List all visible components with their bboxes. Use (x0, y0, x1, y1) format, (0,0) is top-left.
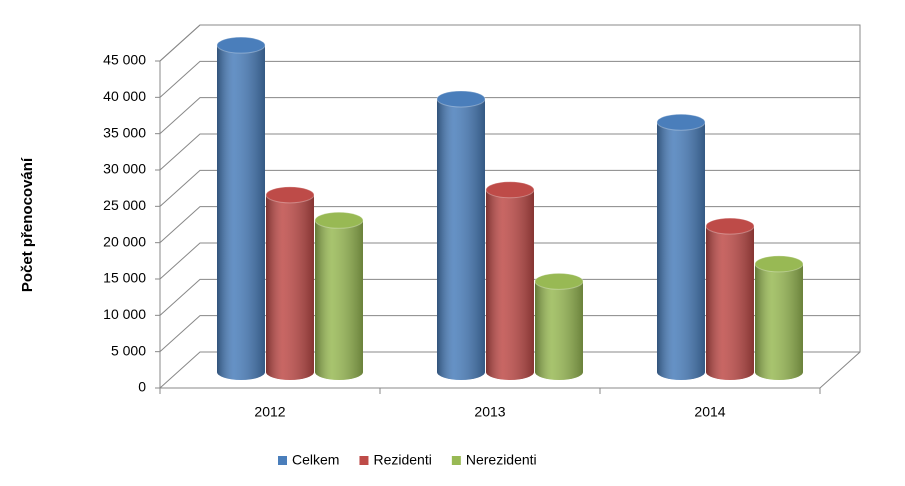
grid-line (159, 206, 860, 244)
cylinder-shade (706, 226, 754, 380)
bar (265, 186, 315, 380)
grid-line (159, 351, 860, 389)
grid-line (159, 278, 860, 316)
cylinder-top (216, 36, 266, 54)
y-tick-label: 35 000 (103, 124, 146, 140)
grid-line (159, 24, 860, 62)
y-tick-label: 15 000 (103, 270, 146, 286)
legend-swatch (359, 456, 369, 465)
cylinder-top (265, 186, 315, 204)
legend-label: Celkem (292, 452, 339, 468)
bar (705, 217, 755, 380)
cylinder-top (314, 211, 364, 229)
cylinder-top (436, 90, 486, 108)
grid-line (159, 60, 860, 98)
y-tick-label: 10 000 (103, 306, 146, 322)
y-tick-label: 30 000 (103, 161, 146, 177)
cylinder-shade (266, 194, 314, 380)
cylinder-top (754, 255, 804, 273)
x-tick-label: 2014 (694, 404, 725, 420)
y-tick-label: 5 000 (111, 342, 146, 358)
y-tick-label: 20 000 (103, 233, 146, 249)
cylinder-top (534, 272, 584, 290)
legend-swatch (451, 456, 461, 465)
x-tick-label: 2013 (474, 404, 505, 420)
y-tick-label: 25 000 (103, 197, 146, 213)
grid-line (159, 133, 860, 171)
bar (314, 211, 364, 380)
legend-label: Nerezidenti (466, 452, 537, 468)
cylinder-shade (535, 281, 583, 380)
cylinder-shade (217, 45, 265, 381)
grid-line (159, 97, 860, 135)
y-tick-label: 40 000 (103, 88, 146, 104)
grid-line (159, 315, 860, 353)
legend-swatch (278, 456, 287, 465)
legend-label: Rezidenti (373, 452, 431, 468)
cylinder-shade (315, 220, 363, 380)
x-tick-label: 2012 (254, 404, 285, 420)
cylinder-shade (486, 189, 534, 380)
bar (216, 36, 266, 381)
bar (656, 113, 706, 380)
cylinder-top (485, 181, 535, 199)
y-axis-label: Počet přenocování (19, 157, 36, 292)
grid-line (159, 242, 860, 280)
y-tick-label: 0 (138, 379, 146, 395)
bar (436, 90, 486, 380)
cylinder-shade (755, 263, 803, 380)
y-tick-label: 45 000 (103, 52, 146, 68)
grid-line (159, 169, 860, 207)
cylinder-top (656, 113, 706, 131)
bar (534, 272, 584, 380)
bar (485, 181, 535, 380)
cylinder-top (705, 217, 755, 235)
cylinder-shade (437, 98, 485, 380)
cylinder-shade (657, 122, 705, 380)
bar (754, 255, 804, 380)
